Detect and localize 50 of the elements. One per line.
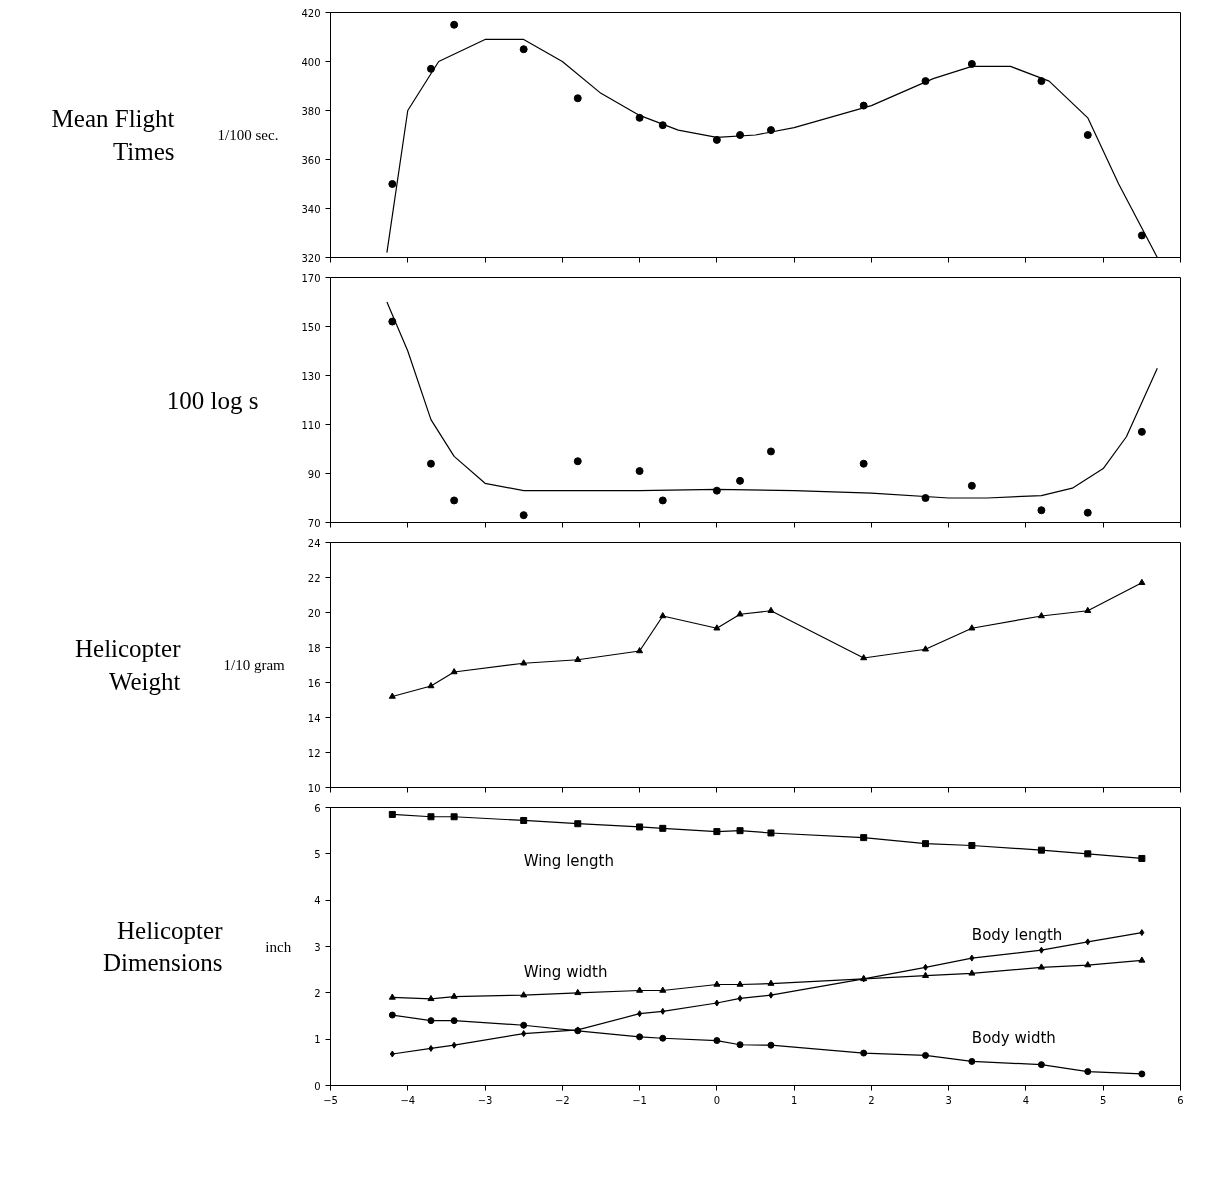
y-tick-label: 18	[307, 642, 321, 654]
y-tick-label: 380	[301, 105, 321, 117]
y-tick-label: 5	[314, 848, 321, 860]
y-tick-label: 14	[307, 712, 321, 724]
y-tick-label: 320	[301, 252, 321, 264]
x-tick-label: 4	[1022, 1094, 1030, 1106]
y-tick-label: 360	[301, 154, 321, 166]
text: 100 log s	[166, 386, 259, 414]
y-tick-label: 400	[301, 56, 321, 68]
x-tick-label: −1	[632, 1094, 647, 1106]
x-tick-label: 3	[945, 1094, 952, 1106]
y-tick-label: 2	[314, 987, 321, 999]
x-tick-label: −2	[554, 1094, 570, 1106]
series-label: Wing width	[523, 963, 608, 982]
x-tick-label: 0	[713, 1094, 721, 1106]
y-tick-label: 90	[307, 468, 321, 480]
text: Mean Flight Times	[51, 105, 175, 165]
x-tick-label: −3	[477, 1094, 493, 1106]
x-tick-label: 2	[868, 1094, 875, 1106]
y-tick-label: 150	[301, 321, 321, 333]
x-tick-label: −4	[400, 1094, 416, 1106]
y-tick-label: 22	[307, 572, 321, 584]
y-tick-label: 130	[301, 370, 321, 382]
y-tick-label: 0	[314, 1080, 321, 1092]
y-axis-title: 1/100 sec.	[217, 127, 279, 143]
series-label: Body length	[971, 926, 1063, 945]
text: Helicopter Weight	[74, 635, 182, 695]
x-tick-label: 6	[1177, 1094, 1184, 1106]
y-tick-label: 340	[301, 203, 321, 215]
y-axis-title: 1/10 gram	[223, 657, 286, 673]
y-tick-label: 24	[307, 537, 321, 549]
y-tick-label: 70	[307, 517, 321, 529]
y-tick-label: 3	[314, 941, 321, 953]
y-tick-label: 4	[314, 895, 321, 907]
series-label: Wing length	[523, 852, 614, 871]
y-axis-title: inch	[265, 938, 292, 955]
y-tick-label: 1	[314, 1034, 321, 1046]
y-tick-label: 16	[307, 677, 321, 689]
y-tick-label: 12	[307, 747, 321, 759]
y-tick-label: 110	[301, 419, 321, 431]
x-tick-label: 1	[790, 1094, 798, 1106]
series-label: Body width	[971, 1029, 1056, 1048]
text: Helicopter Dimensions	[103, 916, 224, 977]
x-tick-label: −5	[323, 1094, 338, 1106]
y-tick-label: 20	[307, 607, 321, 619]
y-tick-label: 10	[307, 782, 321, 794]
y-tick-label: 170	[301, 272, 321, 284]
y-tick-label: 6	[314, 802, 321, 814]
y-tick-label: 420	[301, 7, 321, 19]
x-tick-label: 5	[1100, 1094, 1107, 1106]
